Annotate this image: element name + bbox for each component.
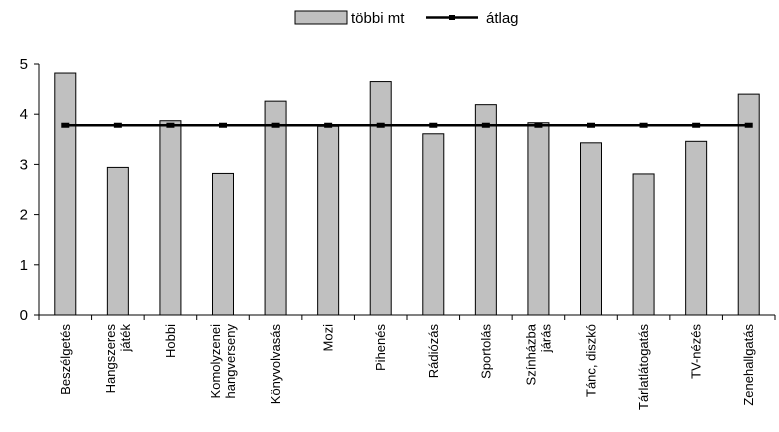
category-label: Pihenés bbox=[373, 324, 388, 371]
category-label: Mozi bbox=[321, 324, 336, 352]
category-label-line: TV-nézés bbox=[689, 324, 704, 379]
bar bbox=[422, 133, 445, 316]
average-marker bbox=[744, 122, 753, 128]
category-label: Beszélgetés bbox=[58, 324, 73, 395]
category-label-line: Mozi bbox=[321, 324, 336, 352]
legend-label-tobbi-mt: többi mt bbox=[351, 10, 405, 27]
category-label-line: Rádiózás bbox=[426, 324, 441, 379]
average-marker bbox=[61, 122, 70, 128]
category-label: Komolyzeneihangverseny bbox=[208, 324, 238, 399]
bar bbox=[212, 172, 234, 316]
category-label: TV-nézés bbox=[689, 324, 704, 379]
y-tick-label: 0 bbox=[20, 307, 28, 324]
legend-swatch-tobbi-mt bbox=[294, 10, 348, 25]
average-marker bbox=[324, 122, 333, 128]
average-marker bbox=[692, 122, 701, 128]
category-label-line: Beszélgetés bbox=[58, 324, 73, 395]
bar bbox=[317, 125, 340, 316]
bar bbox=[159, 120, 182, 316]
bar bbox=[527, 122, 550, 316]
category-label-line: Hangszeres bbox=[103, 324, 118, 394]
category-label: Tárlatlátogatás bbox=[636, 324, 651, 410]
legend-label-atlag: átlag bbox=[486, 10, 519, 27]
category-label: Hobbi bbox=[163, 324, 178, 358]
category-label-line: járás bbox=[538, 324, 553, 354]
category-label-line: játék bbox=[118, 324, 133, 353]
average-marker bbox=[376, 122, 385, 128]
average-marker bbox=[271, 122, 280, 128]
bar bbox=[737, 93, 760, 316]
category-label-line: Tárlatlátogatás bbox=[636, 324, 651, 410]
y-tick-label: 2 bbox=[20, 207, 28, 224]
bar bbox=[632, 173, 655, 316]
category-label: Tánc, diszkó bbox=[584, 324, 599, 397]
bar bbox=[369, 81, 392, 316]
category-label-line: Zenehallgatás bbox=[741, 324, 756, 406]
category-label: Színházbajárás bbox=[523, 323, 553, 385]
legend-marker-atlag bbox=[449, 15, 455, 20]
average-marker bbox=[534, 122, 543, 128]
bar bbox=[685, 140, 708, 316]
y-tick-label: 5 bbox=[20, 56, 28, 73]
category-label-line: Könyvolvasás bbox=[268, 324, 283, 405]
category-label-line: hangverseny bbox=[223, 324, 238, 399]
average-marker bbox=[219, 122, 227, 128]
category-label-line: Pihenés bbox=[373, 324, 388, 371]
bar bbox=[580, 142, 602, 316]
bar bbox=[106, 166, 129, 316]
bar bbox=[264, 100, 287, 316]
category-label: Zenehallgatás bbox=[741, 324, 756, 406]
y-tick-label: 1 bbox=[20, 257, 28, 274]
category-label: Rádiózás bbox=[426, 324, 441, 379]
category-label: Sportolás bbox=[478, 324, 493, 379]
average-marker bbox=[113, 122, 122, 128]
legend: többi mt átlag bbox=[294, 10, 519, 27]
plot-area: 0 1 2 3 4 5 Beszélgetés Hangszeresjáték Hobbi Kom… bbox=[20, 56, 776, 410]
average-marker bbox=[587, 122, 595, 128]
category-label: Hangszeresjáték bbox=[103, 324, 133, 394]
bar bbox=[54, 72, 77, 316]
category-label-line: Sportolás bbox=[478, 324, 493, 379]
y-tick-label: 4 bbox=[20, 106, 28, 123]
category-label: Könyvolvasás bbox=[268, 324, 283, 405]
category-label-line: Tánc, diszkó bbox=[584, 324, 599, 397]
category-label-line: Hobbi bbox=[163, 324, 178, 358]
category-label-line: Színházba bbox=[523, 323, 538, 385]
average-marker bbox=[481, 122, 490, 128]
average-marker bbox=[639, 122, 648, 128]
category-label-line: Komolyzenei bbox=[208, 324, 223, 399]
bar bbox=[474, 104, 497, 316]
average-marker bbox=[166, 122, 175, 128]
average-marker bbox=[429, 122, 438, 128]
y-tick-label: 3 bbox=[20, 156, 28, 173]
